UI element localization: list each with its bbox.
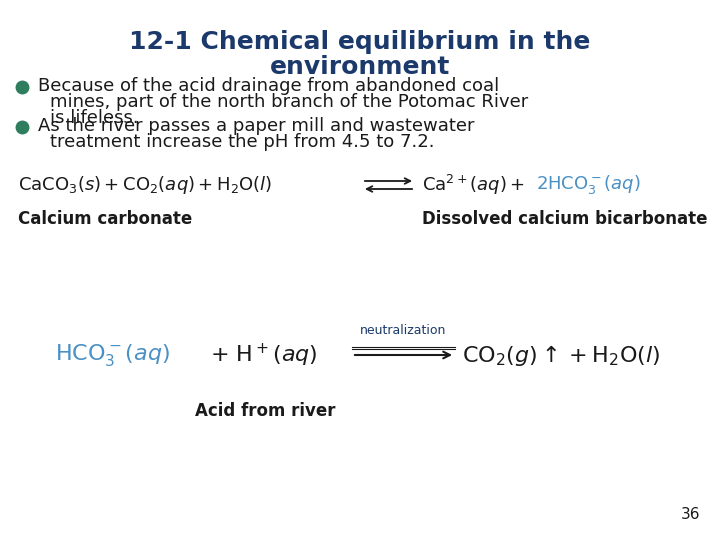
Text: $\mathrm{+ \ H^+(\mathit{aq})}$: $\mathrm{+ \ H^+(\mathit{aq})}$ bbox=[210, 341, 318, 369]
Text: $\mathrm{CO_2(\mathit{g}){\uparrow} + H_2O(\mathit{l})}$: $\mathrm{CO_2(\mathit{g}){\uparrow} + H_… bbox=[462, 342, 660, 368]
Text: As the river passes a paper mill and wastewater: As the river passes a paper mill and was… bbox=[38, 117, 474, 135]
Text: Because of the acid drainage from abandoned coal: Because of the acid drainage from abando… bbox=[38, 77, 499, 95]
Text: $\mathrm{CaCO_3(\mathit{s}) + CO_2(\mathit{aq}) + H_2O(\mathit{l})}$: $\mathrm{CaCO_3(\mathit{s}) + CO_2(\math… bbox=[18, 174, 272, 196]
Text: environment: environment bbox=[270, 55, 450, 79]
Text: $\mathrm{HCO_3^-(\mathit{aq})}$: $\mathrm{HCO_3^-(\mathit{aq})}$ bbox=[55, 342, 170, 368]
Text: is lifeless.: is lifeless. bbox=[50, 109, 139, 127]
Text: Calcium carbonate: Calcium carbonate bbox=[18, 210, 192, 228]
Text: Acid from river: Acid from river bbox=[194, 402, 336, 420]
Text: 12-1 Chemical equilibrium in the: 12-1 Chemical equilibrium in the bbox=[130, 30, 590, 54]
Text: $\mathrm{2HCO_3^-(\mathit{aq})}$: $\mathrm{2HCO_3^-(\mathit{aq})}$ bbox=[536, 173, 641, 197]
Text: treatment increase the pH from 4.5 to 7.2.: treatment increase the pH from 4.5 to 7.… bbox=[50, 133, 434, 151]
Text: Dissolved calcium bicarbonate: Dissolved calcium bicarbonate bbox=[422, 210, 708, 228]
Text: neutralization: neutralization bbox=[360, 324, 446, 337]
Text: $\mathrm{Ca^{2+}(\mathit{aq}) +\ }$: $\mathrm{Ca^{2+}(\mathit{aq}) +\ }$ bbox=[422, 173, 525, 197]
Text: mines, part of the north branch of the Potomac River: mines, part of the north branch of the P… bbox=[50, 93, 528, 111]
Text: 36: 36 bbox=[680, 507, 700, 522]
